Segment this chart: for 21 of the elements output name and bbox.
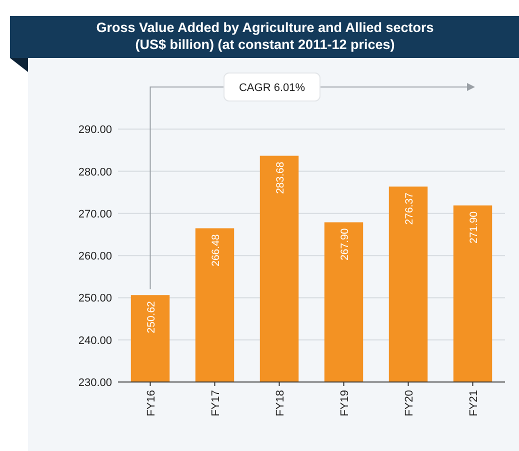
- y-tick-label: 240.00: [78, 334, 112, 347]
- data-label: 271.90: [468, 211, 480, 244]
- x-tick-label: FY16: [145, 390, 158, 416]
- x-tick-label: FY20: [403, 390, 416, 416]
- data-label: 250.62: [145, 300, 158, 334]
- data-label: 267.90: [338, 228, 351, 260]
- y-tick-label: 250.00: [78, 292, 112, 305]
- y-tick-label: 260.00: [78, 250, 112, 263]
- data-label: 283.68: [274, 162, 286, 194]
- x-tick-label: FY18: [274, 390, 286, 416]
- y-tick-label: 270.00: [78, 208, 112, 220]
- x-tick-label: FY17: [210, 390, 222, 416]
- chart-title: Gross Value Added by Agriculture and Allied sectors (US$ billion) (at constant 2011-12 prices): [96, 20, 434, 52]
- data-label: 276.37: [403, 192, 416, 225]
- x-tick-label: FY19: [338, 390, 351, 416]
- y-tick-label: 230.00: [78, 377, 112, 389]
- annotation: CAGR 6.01%: [238, 82, 306, 94]
- y-tick-label: 290.00: [78, 124, 112, 136]
- data-label: 266.48: [210, 234, 222, 266]
- x-tick-label: FY21: [468, 390, 480, 416]
- y-tick-label: 280.00: [78, 166, 112, 178]
